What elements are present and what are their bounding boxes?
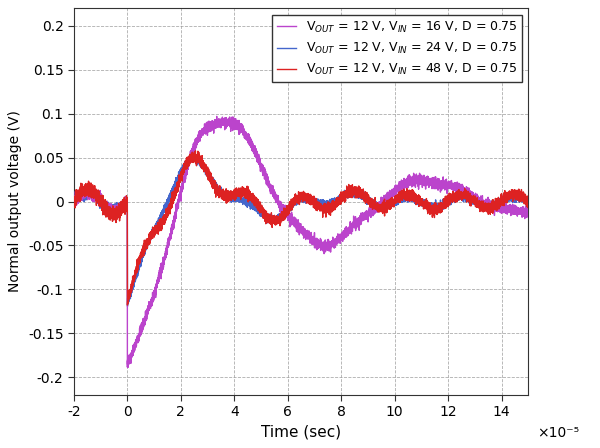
V$_{OUT}$ = 12 V, V$_{IN}$ = 48 V, D = 0.75: [347, 183, 355, 188]
V$_{OUT}$ = 12 V, V$_{IN}$ = 16 V, D = 0.75: [347, 223, 355, 228]
X-axis label: Time (sec): Time (sec): [261, 425, 341, 439]
Line: V$_{OUT}$ = 12 V, V$_{IN}$ = 16 V, D = 0.75: V$_{OUT}$ = 12 V, V$_{IN}$ = 16 V, D = 0…: [74, 116, 528, 367]
V$_{OUT}$ = 12 V, V$_{IN}$ = 48 V, D = 0.75: [124, 302, 131, 308]
V$_{OUT}$ = 12 V, V$_{IN}$ = 16 V, D = 0.75: [430, 177, 437, 183]
V$_{OUT}$ = 12 V, V$_{IN}$ = 16 V, D = 0.75: [124, 365, 131, 370]
Text: ×10⁻⁵: ×10⁻⁵: [538, 426, 580, 439]
V$_{OUT}$ = 12 V, V$_{IN}$ = 24 V, D = 0.75: [191, 151, 198, 157]
V$_{OUT}$ = 12 V, V$_{IN}$ = 16 V, D = 0.75: [124, 198, 131, 203]
V$_{OUT}$ = 12 V, V$_{IN}$ = 24 V, D = 0.75: [511, 193, 518, 198]
V$_{OUT}$ = 12 V, V$_{IN}$ = 48 V, D = 0.75: [511, 188, 518, 194]
Legend: V$_{OUT}$ = 12 V, V$_{IN}$ = 16 V, D = 0.75, V$_{OUT}$ = 12 V, V$_{IN}$ = 24 V, : V$_{OUT}$ = 12 V, V$_{IN}$ = 16 V, D = 0…: [272, 15, 522, 82]
Line: V$_{OUT}$ = 12 V, V$_{IN}$ = 24 V, D = 0.75: V$_{OUT}$ = 12 V, V$_{IN}$ = 24 V, D = 0…: [74, 154, 528, 306]
V$_{OUT}$ = 12 V, V$_{IN}$ = 24 V, D = 0.75: [347, 192, 355, 197]
V$_{OUT}$ = 12 V, V$_{IN}$ = 16 V, D = 0.75: [70, 199, 77, 205]
Y-axis label: Normal output voltage (V): Normal output voltage (V): [8, 111, 22, 293]
V$_{OUT}$ = 12 V, V$_{IN}$ = 24 V, D = 0.75: [124, 304, 131, 309]
V$_{OUT}$ = 12 V, V$_{IN}$ = 48 V, D = 0.75: [299, 197, 306, 202]
V$_{OUT}$ = 12 V, V$_{IN}$ = 24 V, D = 0.75: [70, 202, 77, 207]
V$_{OUT}$ = 12 V, V$_{IN}$ = 16 V, D = 0.75: [164, 244, 171, 249]
V$_{OUT}$ = 12 V, V$_{IN}$ = 24 V, D = 0.75: [164, 200, 171, 206]
V$_{OUT}$ = 12 V, V$_{IN}$ = 48 V, D = 0.75: [124, 200, 131, 205]
V$_{OUT}$ = 12 V, V$_{IN}$ = 48 V, D = 0.75: [430, 202, 437, 207]
V$_{OUT}$ = 12 V, V$_{IN}$ = 48 V, D = 0.75: [192, 148, 199, 154]
V$_{OUT}$ = 12 V, V$_{IN}$ = 48 V, D = 0.75: [164, 210, 171, 215]
V$_{OUT}$ = 12 V, V$_{IN}$ = 48 V, D = 0.75: [70, 198, 77, 203]
V$_{OUT}$ = 12 V, V$_{IN}$ = 16 V, D = 0.75: [213, 114, 220, 119]
Line: V$_{OUT}$ = 12 V, V$_{IN}$ = 48 V, D = 0.75: V$_{OUT}$ = 12 V, V$_{IN}$ = 48 V, D = 0…: [74, 151, 528, 305]
V$_{OUT}$ = 12 V, V$_{IN}$ = 24 V, D = 0.75: [124, 200, 131, 206]
V$_{OUT}$ = 12 V, V$_{IN}$ = 16 V, D = 0.75: [299, 228, 306, 233]
V$_{OUT}$ = 12 V, V$_{IN}$ = 24 V, D = 0.75: [299, 199, 306, 205]
V$_{OUT}$ = 12 V, V$_{IN}$ = 16 V, D = 0.75: [511, 208, 518, 213]
V$_{OUT}$ = 12 V, V$_{IN}$ = 24 V, D = 0.75: [430, 201, 437, 207]
V$_{OUT}$ = 12 V, V$_{IN}$ = 24 V, D = 0.75: [524, 196, 532, 202]
V$_{OUT}$ = 12 V, V$_{IN}$ = 16 V, D = 0.75: [524, 210, 532, 215]
V$_{OUT}$ = 12 V, V$_{IN}$ = 48 V, D = 0.75: [524, 198, 532, 203]
